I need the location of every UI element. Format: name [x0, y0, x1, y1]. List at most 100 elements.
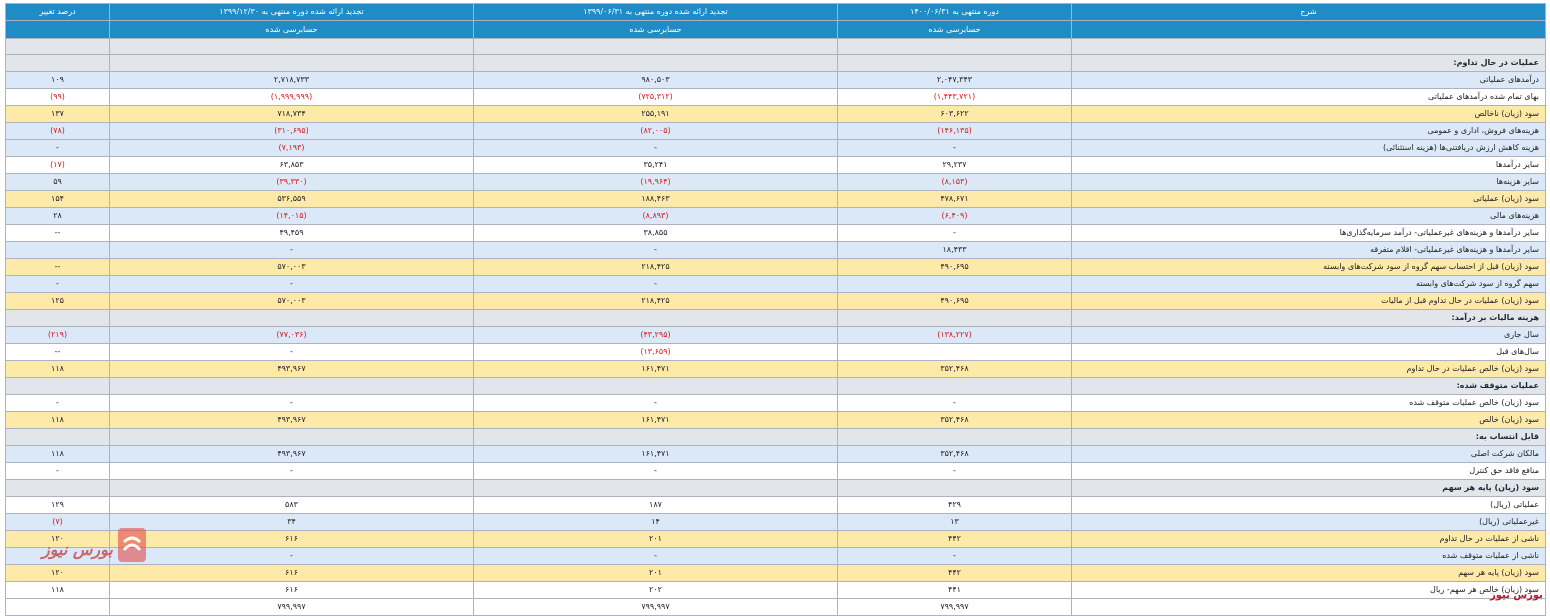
- header-period-1399-12: تجدید ارائه شده دوره منتهی به ۱۳۹۹/۱۲/۳۰: [109, 3, 474, 21]
- row-value-p1: ۶۰۳,۶۲۲: [837, 105, 1072, 123]
- row-value-p1: ۱۳: [837, 513, 1072, 531]
- row-value-p1: ۴۹۰,۶۹۵: [837, 292, 1072, 310]
- financial-statement: شرح دوره منتهی به ۱۴۰۰/۰۶/۳۱ تجدید ارائه…: [5, 3, 1546, 616]
- row-value-p1: ۴۴۱: [837, 581, 1072, 599]
- row-value-p3: [109, 428, 474, 446]
- table-body: عملیات در حال تداوم: درآمدهای عملیاتی ۲,۰۴…: [5, 38, 1546, 616]
- row-change-percent: -: [5, 394, 110, 412]
- row-change-percent: ۱۲۰: [5, 530, 110, 548]
- row-change-percent: ۱۲۵: [5, 292, 110, 310]
- row-description: مالکان شرکت اصلی: [1071, 445, 1546, 463]
- row-value-p3: -: [109, 547, 474, 565]
- row-value-p3: ۵۷۰,۰۰۳: [109, 258, 474, 276]
- row-description: سود (زیان) قبل از احتساب سهم گروه از سود…: [1071, 258, 1546, 276]
- row-description: هزینه مالیات بر درآمد:: [1071, 309, 1546, 327]
- row-change-percent: --: [5, 258, 110, 276]
- row-value-p1: -: [837, 462, 1072, 480]
- row-value-p2: ۲۰۱: [473, 564, 838, 582]
- row-value-p3: ۶۳,۸۵۳: [109, 156, 474, 174]
- row-change-percent: -: [5, 275, 110, 293]
- header-period-1399-06: تجدید ارائه شده دوره منتهی به ۱۳۹۹/۰۶/۳۱: [473, 3, 838, 21]
- row-value-p1: ۴۴۲: [837, 564, 1072, 582]
- header-period-1400: دوره منتهی به ۱۴۰۰/۰۶/۳۱: [837, 3, 1072, 21]
- row-value-p1: ۳۵۲,۴۶۸: [837, 411, 1072, 429]
- row-description: [1071, 598, 1546, 616]
- row-value-p2: ۲۰۱: [473, 530, 838, 548]
- row-value-p2: -: [473, 139, 838, 157]
- row-value-p1: ۴۴۲: [837, 530, 1072, 548]
- row-description: سایر درآمدها و هزینه‌های غیرعملیاتی- درآ…: [1071, 224, 1546, 242]
- row-value-p2: [473, 377, 838, 395]
- row-description: درآمدهای عملیاتی: [1071, 71, 1546, 89]
- row-value-p3: -: [109, 275, 474, 293]
- row-description: سود (زیان) پایه هر سهم: [1071, 479, 1546, 497]
- table-row: ناشی از عملیات در حال تداوم ۴۴۲ ۲۰۱ ۶۱۶ ۱۲۰: [5, 530, 1546, 548]
- table-row: ناشی از عملیات متوقف شده - - - -: [5, 547, 1546, 565]
- row-value-p1: (۱۴۶,۱۳۵): [837, 122, 1072, 140]
- row-value-p2: ۷۹۹,۹۹۷: [473, 598, 838, 616]
- section-header-row: هزینه مالیات بر درآمد:: [5, 309, 1546, 327]
- row-change-percent: ۱۵۴: [5, 190, 110, 208]
- row-description: سود (زیان) خالص هر سهم- ریال: [1071, 581, 1546, 599]
- row-value-p1: -: [837, 139, 1072, 157]
- table-row: عملیاتی (ریال) ۴۲۹ ۱۸۷ ۵۸۳ ۱۲۹: [5, 496, 1546, 514]
- row-description: سود (زیان) خالص عملیات در حال تداوم: [1071, 360, 1546, 378]
- row-value-p2: [473, 479, 838, 497]
- row-value-p1: -: [837, 547, 1072, 565]
- row-value-p1: ۴۹۰,۶۹۵: [837, 258, 1072, 276]
- header-audited-3: حسابرسی شده: [109, 20, 474, 39]
- row-value-p3: (۷۷,۰۳۶): [109, 326, 474, 344]
- income-statement-table: شرح دوره منتهی به ۱۴۰۰/۰۶/۳۱ تجدید ارائه…: [5, 3, 1546, 616]
- row-value-p3: ۶۱۶: [109, 530, 474, 548]
- table-row: سود (زیان) عملیاتی ۴۷۸,۶۷۱ ۱۸۸,۴۶۳ ۵۳۶,۵۵۹ ۱…: [5, 190, 1546, 208]
- row-value-p2: ۲۰۲: [473, 581, 838, 599]
- table-row: ۷۹۹,۹۹۷ ۷۹۹,۹۹۷ ۷۹۹,۹۹۷: [5, 598, 1546, 616]
- row-value-p2: (۱۳,۶۵۹): [473, 343, 838, 361]
- row-change-percent: --: [5, 343, 110, 361]
- row-value-p1: [837, 275, 1072, 293]
- row-description: هزینه‌های مالی: [1071, 207, 1546, 225]
- row-change-percent: ۱۱۸: [5, 360, 110, 378]
- row-change-percent: -: [5, 462, 110, 480]
- row-description: سهم گروه از سود شرکت‌های وابسته: [1071, 275, 1546, 293]
- row-value-p1: [837, 54, 1072, 72]
- row-change-percent: [5, 54, 110, 72]
- header-audited-1: حسابرسی شده: [837, 20, 1072, 39]
- row-value-p2: ۲۵۵,۱۹۱: [473, 105, 838, 123]
- row-description: سود (زیان) ناخالص: [1071, 105, 1546, 123]
- row-description: منافع فاقد حق کنترل: [1071, 462, 1546, 480]
- row-value-p2: ۱۴: [473, 513, 838, 531]
- table-row: سال‌های قبل (۱۳,۶۵۹) - --: [5, 343, 1546, 361]
- row-value-p3: ۷۱۸,۷۳۴: [109, 105, 474, 123]
- row-value-p3: (۳۹,۳۳۰): [109, 173, 474, 191]
- row-change-percent: [5, 428, 110, 446]
- row-value-p2: ۱۸۸,۴۶۳: [473, 190, 838, 208]
- table-row: هزینه‌های مالی (۶,۴۰۹) (۸,۸۹۳) (۱۴,۰۱۵) ۲۸: [5, 207, 1546, 225]
- table-row: منافع فاقد حق کنترل - - - -: [5, 462, 1546, 480]
- row-value-p1: ۷۹۹,۹۹۷: [837, 598, 1072, 616]
- row-change-percent: ۱۳۷: [5, 105, 110, 123]
- row-value-p3: ۵۸۳: [109, 496, 474, 514]
- row-value-p3: [109, 377, 474, 395]
- row-value-p2: ۲۱۸,۴۲۵: [473, 292, 838, 310]
- row-value-p3: -: [109, 394, 474, 412]
- row-value-p2: [473, 309, 838, 327]
- header-subrow: حسابرسی شده حسابرسی شده حسابرسی شده: [5, 20, 1546, 39]
- row-value-p3: ۴۹۳,۹۶۷: [109, 411, 474, 429]
- watermark-text: بورس نیوز: [42, 540, 113, 559]
- row-change-percent: ۵۹: [5, 173, 110, 191]
- table-row: سود (زیان) خالص هر سهم- ریال ۴۴۱ ۲۰۲ ۶۱۶ ۱۱۸: [5, 581, 1546, 599]
- row-value-p1: -: [837, 224, 1072, 242]
- row-value-p1: ۲۹,۲۳۷: [837, 156, 1072, 174]
- table-row: سود (زیان) خالص عملیات متوقف شده - - - -: [5, 394, 1546, 412]
- row-value-p2: (۸۲,۰۰۵): [473, 122, 838, 140]
- header-sub-empty-pct: [5, 20, 110, 39]
- watermark-logo-icon: [118, 528, 146, 562]
- row-value-p1: (۱۳۸,۲۲۷): [837, 326, 1072, 344]
- row-change-percent: ۱۱۸: [5, 581, 110, 599]
- row-change-percent: [5, 241, 110, 259]
- table-row: سایر درآمدها ۲۹,۲۳۷ ۳۵,۲۴۱ ۶۳,۸۵۳ (۱۷): [5, 156, 1546, 174]
- row-value-p1: -: [837, 394, 1072, 412]
- row-change-percent: ۱۰۹: [5, 71, 110, 89]
- row-value-p2: ۳۵,۲۴۱: [473, 156, 838, 174]
